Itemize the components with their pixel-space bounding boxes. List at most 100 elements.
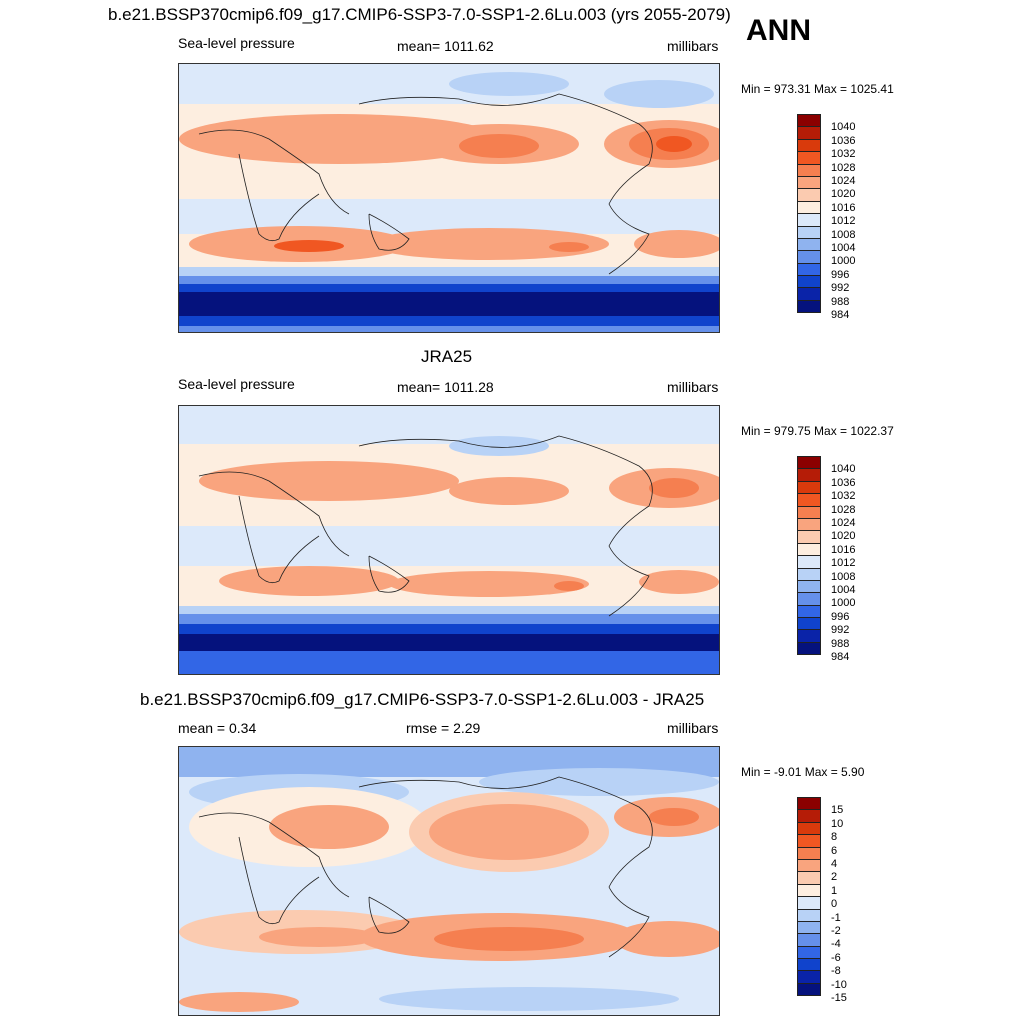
colorbar-label: 1040 xyxy=(831,121,856,134)
colorbar-swatch xyxy=(797,592,821,606)
panel1-mean: mean= 1011.62 xyxy=(397,38,494,54)
panel3-title: b.e21.BSSP370cmip6.f09_g17.CMIP6-SSP3-7.… xyxy=(140,690,705,709)
panel2-title: JRA25 xyxy=(421,347,473,366)
panel2-minmax: Min = 979.75 Max = 1022.37 xyxy=(741,424,894,438)
colorbar-label: 0 xyxy=(831,898,838,911)
colorbar-swatch xyxy=(797,275,821,289)
colorbar-swatch xyxy=(797,250,821,264)
panel3-mean: mean = 0.34 xyxy=(178,720,257,736)
colorbar-swatch xyxy=(797,958,821,972)
colorbar-label: 8 xyxy=(831,831,838,844)
colorbar-swatch xyxy=(797,871,821,885)
colorbar-swatch xyxy=(797,542,821,557)
panel3-map-field xyxy=(179,747,719,1015)
colorbar-swatch xyxy=(797,970,821,984)
colorbar-label: 996 xyxy=(831,268,850,281)
panel3-colorbar: 15 10 8 6 4 2 1 0 -1 -2 -4 -6 -8 -10 -15 xyxy=(797,797,847,1004)
colorbar-swatch xyxy=(797,468,821,482)
colorbar-label: 1016 xyxy=(831,543,856,556)
colorbar-label: 1020 xyxy=(831,188,856,201)
colorbar-label: 1004 xyxy=(831,242,856,254)
colorbar-swatch xyxy=(797,821,821,836)
colorbar-label: 1016 xyxy=(831,201,856,214)
colorbar-swatch xyxy=(797,517,821,532)
colorbar-label: -2 xyxy=(831,925,841,937)
colorbar-swatch xyxy=(797,480,821,495)
colorbar-swatch xyxy=(797,213,821,227)
colorbar-swatch xyxy=(797,493,821,507)
colorbar-swatch xyxy=(797,846,821,860)
panel2-map xyxy=(178,405,720,675)
colorbar-swatch xyxy=(797,188,821,202)
colorbar-label: 1008 xyxy=(831,228,856,241)
panel2-variable: Sea-level pressure xyxy=(178,376,295,392)
colorbar-label: 1012 xyxy=(831,557,856,570)
colorbar-label: 1020 xyxy=(831,530,856,543)
colorbar-label: 1000 xyxy=(831,255,856,268)
colorbar-swatch xyxy=(797,834,821,848)
colorbar-label: 1004 xyxy=(831,584,856,596)
panel1-minmax: Min = 973.31 Max = 1025.41 xyxy=(741,82,894,96)
colorbar-swatch xyxy=(797,567,821,581)
colorbar-label: 1024 xyxy=(831,517,856,529)
colorbar-label: 1040 xyxy=(831,463,856,476)
colorbar-label: 10 xyxy=(831,817,844,830)
colorbar-label: 15 xyxy=(831,804,844,817)
colorbar-swatch xyxy=(797,809,821,823)
colorbar-swatch xyxy=(797,982,821,997)
colorbar-swatch xyxy=(797,126,821,140)
colorbar-label: 984 xyxy=(831,309,850,321)
colorbar-label: 1036 xyxy=(831,476,856,489)
colorbar-label: 988 xyxy=(831,295,850,308)
colorbar-swatch xyxy=(797,225,821,239)
panel1-title: b.e21.BSSP370cmip6.f09_g17.CMIP6-SSP3-7.… xyxy=(108,5,731,24)
colorbar-label: 992 xyxy=(831,624,850,637)
colorbar-swatch xyxy=(797,920,821,935)
colorbar-label: 984 xyxy=(831,651,850,663)
colorbar-label: 6 xyxy=(831,844,838,857)
colorbar-swatch xyxy=(797,456,821,470)
colorbar-swatch xyxy=(797,797,821,811)
colorbar-swatch xyxy=(797,237,821,252)
panel2-units: millibars xyxy=(667,379,719,395)
colorbar-label: -4 xyxy=(831,938,841,951)
colorbar-swatch xyxy=(797,287,821,301)
colorbar-swatch xyxy=(797,505,821,519)
panel3-map xyxy=(178,746,720,1016)
colorbar-swatch xyxy=(797,200,821,215)
colorbar-label: -6 xyxy=(831,951,841,964)
colorbar-label: 988 xyxy=(831,637,850,650)
colorbar-swatch xyxy=(797,617,821,631)
colorbar-label: 1032 xyxy=(831,490,856,503)
colorbar-swatch xyxy=(797,883,821,898)
panel2-colorbar: 1040 1036 1032 1028 1024 1020 1016 1012 1008 1004… xyxy=(797,456,855,663)
panel1-units: millibars xyxy=(667,38,719,54)
colorbar-swatch xyxy=(797,896,821,910)
colorbar-swatch xyxy=(797,114,821,128)
colorbar-swatch xyxy=(797,908,821,922)
season-label: ANN xyxy=(746,14,811,47)
colorbar-label: 1 xyxy=(831,884,838,897)
colorbar-swatch xyxy=(797,858,821,873)
colorbar-swatch xyxy=(797,151,821,165)
panel3-units: millibars xyxy=(667,720,719,736)
colorbar-swatch xyxy=(797,555,821,569)
panel1-map-field xyxy=(179,64,719,332)
colorbar-label: 996 xyxy=(831,610,850,623)
colorbar-swatch xyxy=(797,933,821,947)
colorbar-swatch xyxy=(797,579,821,594)
colorbar-label: 1028 xyxy=(831,503,856,516)
colorbar-label: 1012 xyxy=(831,215,856,228)
panel3-rmse: rmse = 2.29 xyxy=(406,720,481,736)
colorbar-swatch xyxy=(797,604,821,619)
colorbar-label: -15 xyxy=(831,992,847,1004)
colorbar-swatch xyxy=(797,262,821,277)
colorbar-label: 2 xyxy=(831,871,838,884)
panel1-colorbar: 1040 1036 1032 1028 1024 1020 1016 1012 1008 1004… xyxy=(797,114,855,321)
colorbar-swatch xyxy=(797,163,821,177)
panel2-mean: mean= 1011.28 xyxy=(397,379,494,395)
panel1-map xyxy=(178,63,720,333)
colorbar-label: 992 xyxy=(831,282,850,295)
colorbar-swatch xyxy=(797,530,821,544)
colorbar-label: 1024 xyxy=(831,175,856,187)
